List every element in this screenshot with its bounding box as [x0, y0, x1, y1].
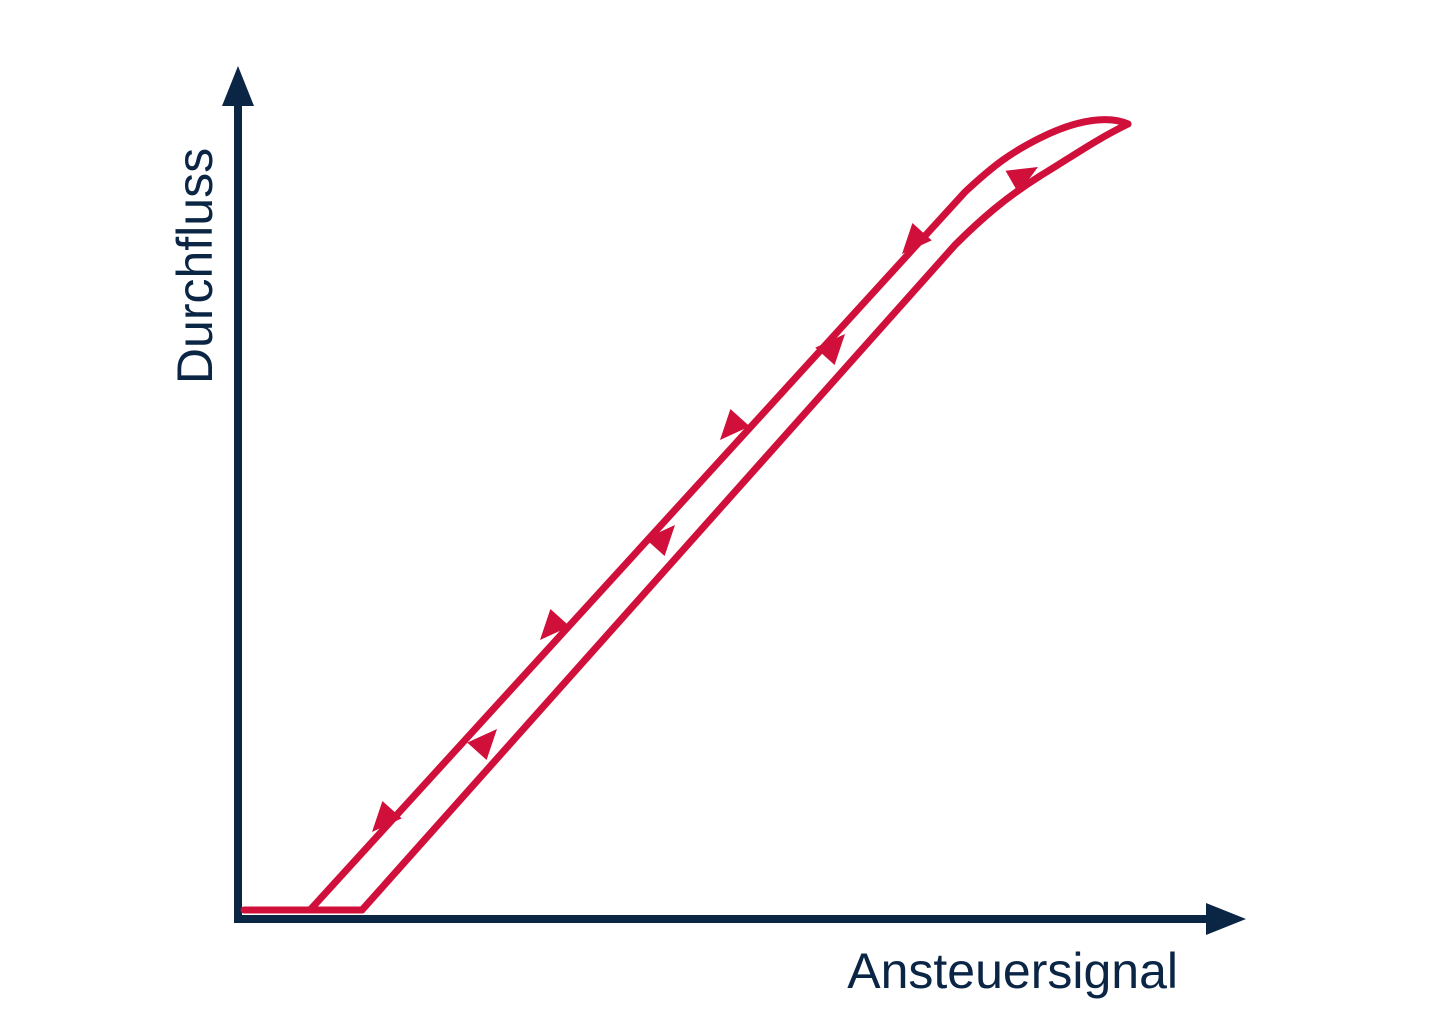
- y-axis-label: Durchfluss: [167, 148, 223, 384]
- arrow-down-3: [540, 609, 570, 640]
- arrow-up-2: [645, 525, 675, 556]
- axes: [222, 66, 1246, 935]
- hysteresis-curve: [240, 116, 1132, 914]
- arrow-up-1: [467, 729, 497, 760]
- arrow-down-1: [902, 223, 932, 254]
- arrow-down-2: [720, 409, 750, 440]
- x-axis-label: Ansteuersignal: [847, 943, 1178, 999]
- arrow-up-3: [815, 334, 845, 365]
- x-axis-arrowhead: [1206, 903, 1246, 935]
- opening-path: [358, 120, 1132, 914]
- arrow-up-4: [1005, 167, 1038, 194]
- y-axis-arrowhead: [222, 66, 254, 106]
- closing-path: [306, 116, 1132, 914]
- arrow-down-4: [372, 801, 402, 832]
